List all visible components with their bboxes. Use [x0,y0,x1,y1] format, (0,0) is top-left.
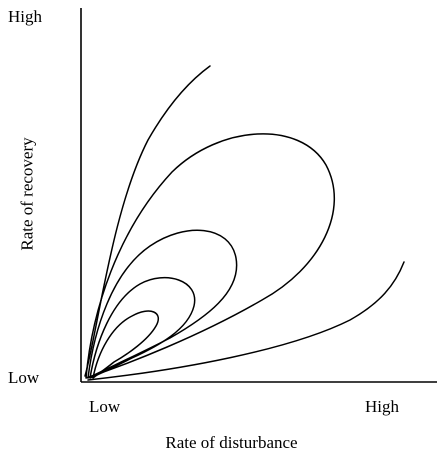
innermost-loop [92,310,159,379]
x-axis-high-label: High [365,397,399,416]
large-loop [85,133,335,379]
upper-open-curve [84,65,211,377]
y-axis-low-label: Low [8,368,40,387]
small-loop [89,276,196,379]
x-axis-title: Rate of disturbance [165,433,298,452]
lower-open-curve [87,261,405,381]
x-axis-low-label: Low [89,397,121,416]
medium-loop [87,229,238,379]
y-axis-title: Rate of recovery [17,137,37,251]
y-axis-high-label: High [8,7,42,26]
